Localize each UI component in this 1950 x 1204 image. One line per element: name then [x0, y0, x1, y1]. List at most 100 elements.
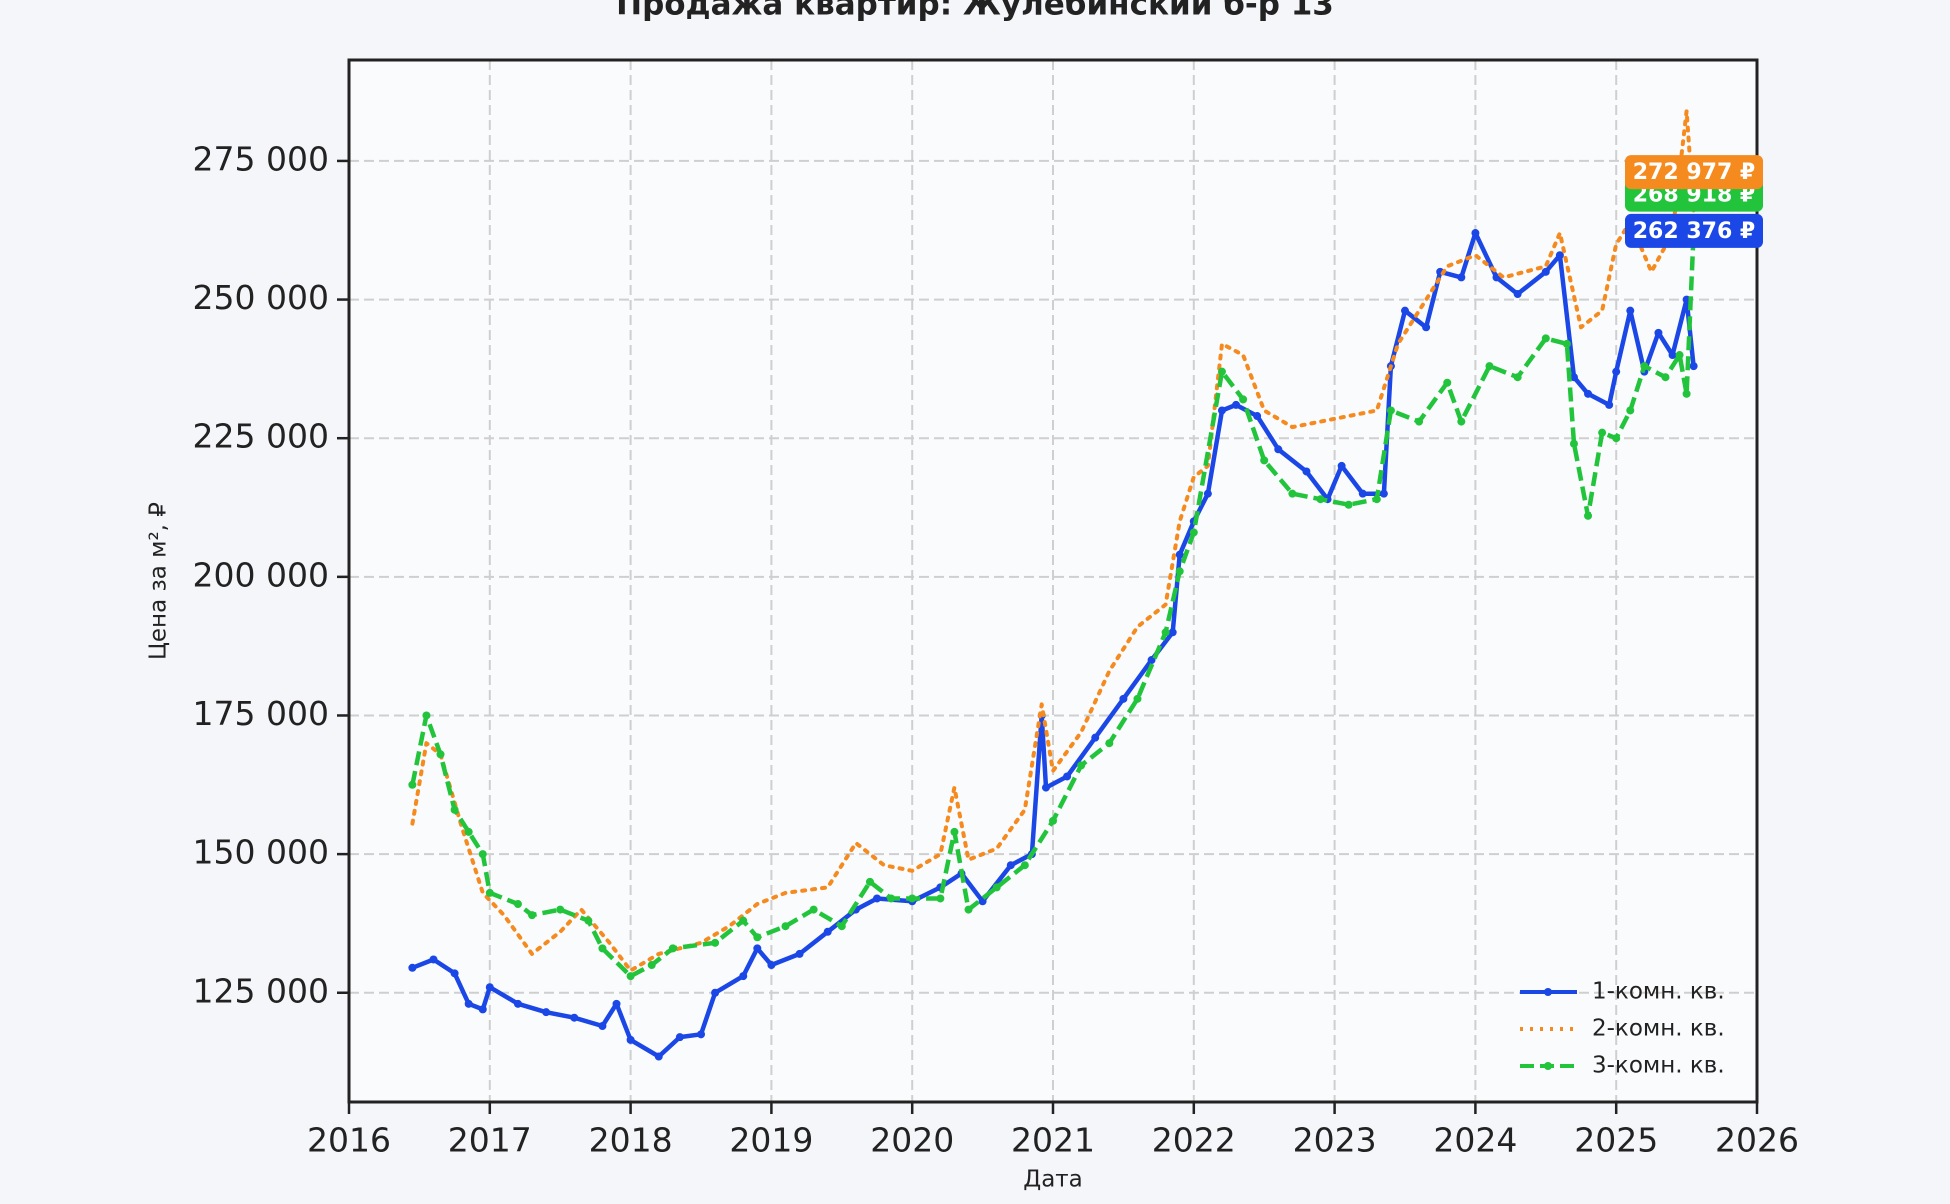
point: [485, 983, 494, 992]
point: [1217, 367, 1226, 376]
x-tick-label: 2024: [1433, 1121, 1517, 1160]
point: [1675, 351, 1684, 360]
point: [1485, 362, 1494, 371]
point: [647, 961, 656, 970]
point: [887, 894, 896, 903]
point: [1239, 395, 1248, 404]
point: [1584, 389, 1593, 398]
point: [1598, 428, 1607, 437]
point: [464, 827, 473, 836]
point: [1217, 406, 1226, 415]
series-line: [411, 230, 1696, 1059]
x-tick-label: 2016: [307, 1121, 391, 1160]
plot-frame: [347, 58, 1759, 1104]
point: [1612, 367, 1621, 376]
point: [873, 894, 881, 903]
point: [1379, 489, 1388, 498]
point: [478, 1005, 487, 1014]
point: [950, 827, 959, 836]
point: [711, 988, 720, 997]
point: [1443, 378, 1452, 387]
point: [1274, 445, 1283, 454]
y-tick-label: 150 000: [193, 833, 329, 872]
point: [485, 888, 494, 897]
point: [1640, 362, 1649, 371]
point: [408, 780, 417, 789]
point: [1555, 251, 1564, 260]
point: [1344, 500, 1353, 509]
point: [1541, 334, 1550, 343]
point: [1358, 489, 1367, 498]
point: [598, 1022, 607, 1031]
point: [1471, 229, 1480, 238]
point: [1668, 351, 1677, 360]
point: [1302, 467, 1311, 476]
point: [429, 955, 438, 964]
point: [908, 894, 917, 903]
point: [436, 750, 445, 759]
point: [1119, 694, 1128, 703]
point: [1457, 273, 1466, 282]
point: [1562, 339, 1571, 348]
point: [936, 894, 945, 903]
point: [1605, 400, 1614, 409]
point: [675, 1033, 684, 1042]
chart-title: Продажа квартир: Жулебинский б-р 13: [616, 0, 1334, 23]
point: [1337, 461, 1346, 470]
point: [422, 711, 431, 720]
point: [1049, 816, 1057, 825]
y-axis-label: Цена за м², ₽: [146, 502, 172, 660]
point: [668, 944, 677, 953]
price-tag: [1625, 155, 1763, 190]
point: [1401, 306, 1409, 315]
x-tick-label: 2026: [1715, 1121, 1799, 1160]
point: [626, 1035, 635, 1044]
legend-label: 1-комн. кв.: [1592, 979, 1725, 1005]
point: [1415, 417, 1424, 426]
y-tick-label: 125 000: [193, 971, 329, 1010]
price-tag: [1625, 213, 1763, 248]
point: [408, 963, 417, 972]
legend-label: 3-комн. кв.: [1592, 1053, 1725, 1079]
point: [753, 933, 762, 942]
x-tick-label: 2020: [870, 1121, 954, 1160]
x-tick-label: 2019: [729, 1121, 813, 1160]
point: [513, 999, 522, 1008]
point: [1232, 400, 1241, 409]
point: [865, 877, 874, 886]
price-tag-label: 262 376 ₽: [1633, 219, 1755, 244]
x-tick-label: 2025: [1574, 1121, 1658, 1160]
point: [1133, 694, 1142, 703]
point: [1189, 528, 1198, 537]
point: [598, 944, 607, 953]
point: [570, 1013, 579, 1022]
point: [1386, 406, 1395, 415]
point: [1091, 733, 1100, 742]
point: [809, 905, 818, 914]
point: [711, 938, 720, 947]
point: [478, 850, 487, 859]
point: [584, 916, 593, 925]
point: [450, 969, 459, 978]
point: [1260, 456, 1269, 465]
point: [795, 949, 804, 958]
point: [837, 922, 846, 931]
point: [1569, 439, 1578, 448]
point: [1372, 495, 1381, 504]
point: [528, 911, 537, 920]
point: [1457, 417, 1466, 426]
point: [823, 927, 832, 936]
point: [992, 883, 1001, 892]
x-tick-label: 2018: [589, 1121, 673, 1160]
point: [626, 972, 635, 981]
price-tag-label: 272 977 ₽: [1633, 160, 1755, 185]
point: [1626, 306, 1635, 315]
point: [1105, 739, 1114, 748]
point: [1175, 550, 1184, 559]
point: [1569, 373, 1578, 382]
point: [739, 916, 748, 925]
point: [1626, 406, 1635, 415]
point: [1682, 389, 1691, 398]
point: [1063, 772, 1072, 781]
